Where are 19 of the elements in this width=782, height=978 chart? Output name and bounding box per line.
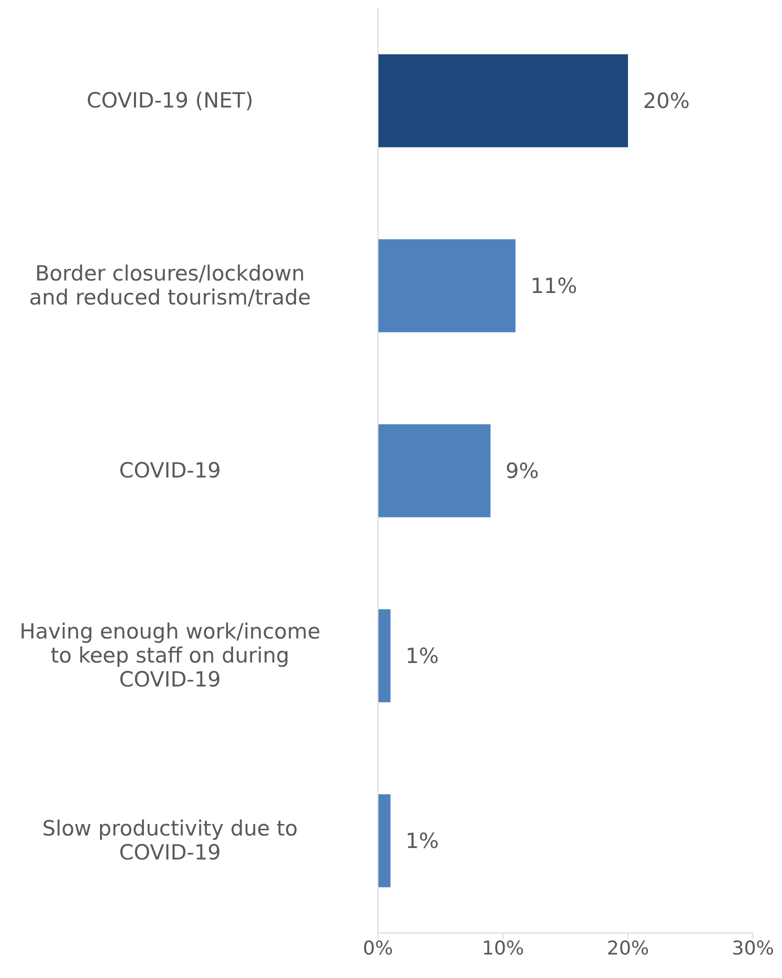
bar (378, 54, 628, 148)
bar (378, 794, 390, 888)
x-tick-label: 20% (606, 937, 650, 960)
x-tick-label: 0% (362, 937, 394, 960)
y-tick-label: COVID-19 (119, 458, 221, 482)
data-label: 9% (506, 459, 539, 484)
data-label: 20% (643, 89, 690, 114)
y-tick-label: Border closures/lockdown and reduced tourism/trade (29, 262, 311, 310)
x-tick-label: 30% (732, 937, 774, 960)
bar (378, 609, 390, 702)
bar (378, 424, 490, 518)
y-tick-label: Having enough work/income to keep staff on during COVID-19 (20, 620, 320, 692)
data-label: 11% (530, 274, 578, 298)
x-tick-label: 10% (482, 937, 524, 960)
bar (378, 239, 516, 332)
y-tick-label: Slow productivity due to COVID-19 (42, 816, 298, 864)
data-label: 1% (406, 644, 439, 668)
data-label: 1% (406, 829, 439, 854)
y-tick-label: COVID-19 (NET) (86, 88, 254, 112)
